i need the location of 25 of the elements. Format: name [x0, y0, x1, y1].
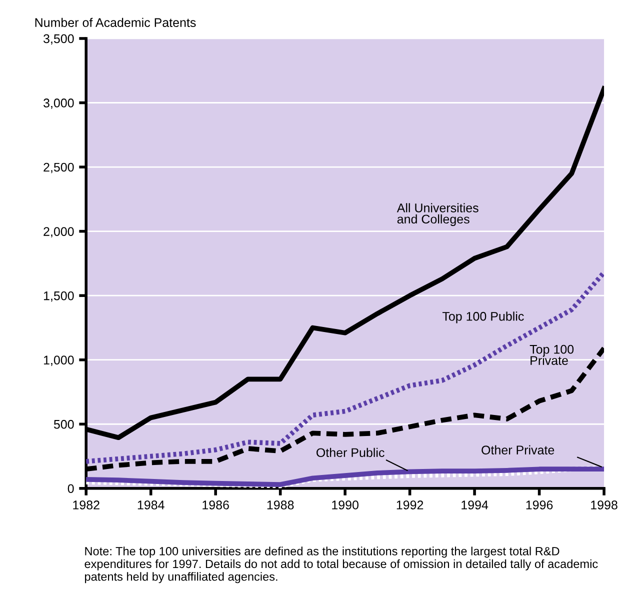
series-label: Other Private: [482, 445, 554, 454]
x-tick-label: 1986: [202, 500, 229, 510]
line-series: [86, 270, 604, 464]
y-tick-label: 3,000: [44, 98, 74, 109]
y-tick-label: 1,000: [44, 356, 74, 366]
x-tick-label: 1998: [591, 500, 618, 510]
x-tick-label: 1996: [526, 500, 553, 510]
series-label: Top 100 Public: [442, 312, 524, 324]
y-tick-label: 500: [54, 420, 74, 429]
x-tick-label: 1992: [396, 500, 424, 510]
x-tick-label: 1990: [332, 500, 358, 510]
x-tick-label: 1984: [138, 500, 164, 510]
text: Note: The top 100 universities are defined as the institutions reporting the largest total R&D expenditures for 1997. Details do not add to total because of omission in detailed tally of academic patents held by unaffiliated agencies.: [84, 546, 598, 584]
y-tick-label: 1,500: [44, 291, 74, 302]
series-label: Other Public: [316, 448, 384, 458]
text: All Universities and Colleges: [396, 203, 478, 226]
x-tick-label: 1982: [73, 500, 100, 510]
y-axis-title: Number of Academic Patents: [35, 18, 196, 28]
y-tick-label: 0: [68, 484, 74, 494]
y-tick-label: 3,500: [44, 34, 74, 45]
series-label: Top 100 Private: [530, 344, 574, 365]
x-tick-label: 1988: [267, 500, 294, 510]
x-tick-label: 1994: [462, 500, 488, 510]
y-tick-label: 2,000: [44, 227, 74, 238]
y-tick-label: 2,500: [44, 162, 74, 174]
